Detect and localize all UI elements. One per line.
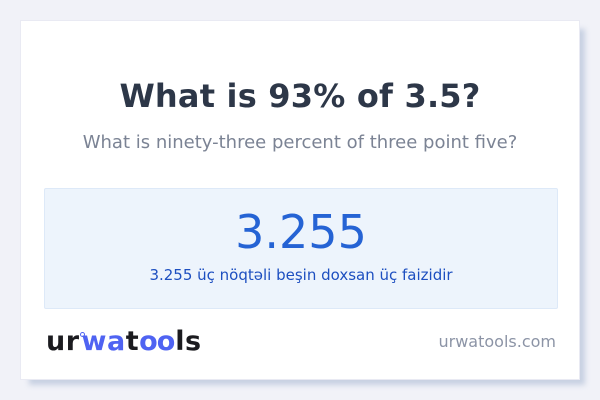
page-title: What is 93% of 3.5?	[119, 77, 481, 115]
question-subtitle: What is ninety-three percent of three po…	[82, 132, 518, 153]
logo-text-part: t	[125, 326, 140, 357]
logo-ring-icon	[79, 332, 85, 337]
logo-text-part: ls	[175, 326, 202, 357]
website-url: urwatools.com	[438, 332, 557, 351]
result-description: 3.255 üç nöqtəli beşin doxsan üç faizidi…	[149, 266, 453, 284]
logo-text-part: wa	[81, 326, 126, 357]
card-footer: urwatools urwatools.com	[21, 326, 579, 357]
result-box: 3.255 3.255 üç nöqtəli beşin doxsan üç f…	[44, 188, 558, 309]
logo-glasses-icon: oo	[139, 326, 175, 357]
logo-text-part: ur	[46, 326, 80, 357]
question-card: What is 93% of 3.5? What is ninety-three…	[20, 20, 580, 380]
brand-logo: urwatools	[46, 326, 202, 357]
result-value: 3.255	[235, 205, 367, 259]
